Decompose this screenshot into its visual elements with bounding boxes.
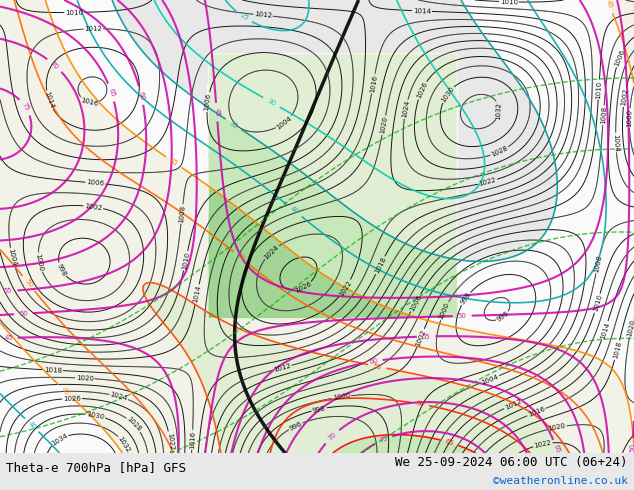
- Text: 1030: 1030: [86, 411, 105, 420]
- Text: 998: 998: [459, 292, 472, 306]
- Text: 998: 998: [312, 405, 327, 414]
- Text: 1008: 1008: [178, 204, 186, 223]
- Text: 1018: 1018: [612, 341, 622, 360]
- Text: 1006: 1006: [614, 48, 626, 67]
- Text: 1002: 1002: [620, 88, 629, 106]
- Text: 75: 75: [378, 435, 389, 444]
- Text: 45: 45: [604, 0, 613, 10]
- Text: 1010: 1010: [592, 294, 603, 313]
- Text: 1014: 1014: [599, 321, 611, 340]
- Text: 50: 50: [23, 278, 34, 289]
- Text: 1006: 1006: [204, 93, 212, 111]
- Text: 60: 60: [138, 91, 145, 100]
- Text: 1006: 1006: [86, 179, 105, 187]
- Text: 1016: 1016: [527, 406, 546, 418]
- Text: 1012: 1012: [504, 398, 522, 411]
- Text: 1024: 1024: [263, 244, 280, 260]
- Text: 1008: 1008: [593, 254, 603, 273]
- Text: 45: 45: [169, 157, 179, 167]
- Text: 50: 50: [235, 252, 246, 263]
- Text: 1000: 1000: [438, 301, 451, 320]
- Text: 1002: 1002: [84, 202, 103, 211]
- Text: 996: 996: [496, 311, 510, 323]
- Text: 1010: 1010: [500, 0, 518, 5]
- Text: 25: 25: [238, 12, 249, 22]
- Text: 65: 65: [107, 87, 115, 98]
- Text: 55: 55: [4, 288, 13, 294]
- Text: 1014: 1014: [193, 285, 202, 303]
- Text: 40: 40: [289, 206, 300, 216]
- Text: 1024: 1024: [110, 392, 128, 402]
- Text: 1028: 1028: [490, 145, 509, 158]
- Text: 1004: 1004: [275, 115, 293, 130]
- Text: 45: 45: [4, 335, 13, 342]
- Text: 1022: 1022: [166, 432, 174, 450]
- Text: 1016: 1016: [189, 431, 196, 449]
- Text: 1012: 1012: [254, 11, 272, 19]
- Text: 1020: 1020: [548, 423, 566, 432]
- Text: 1012: 1012: [84, 25, 102, 32]
- Text: 30: 30: [266, 98, 277, 107]
- Text: 1022: 1022: [478, 177, 497, 187]
- Text: 1020: 1020: [626, 318, 634, 337]
- Text: 1024: 1024: [401, 100, 410, 119]
- Text: 1032: 1032: [117, 435, 131, 453]
- Text: We 25-09-2024 06:00 UTC (06+24): We 25-09-2024 06:00 UTC (06+24): [395, 456, 628, 469]
- Text: 1020: 1020: [75, 375, 94, 382]
- Text: 1004: 1004: [8, 248, 18, 267]
- Text: Theta-e 700hPa [hPa] GFS: Theta-e 700hPa [hPa] GFS: [6, 462, 186, 474]
- Text: 996: 996: [288, 420, 303, 432]
- Text: 35: 35: [228, 120, 239, 129]
- Text: 65: 65: [444, 439, 455, 447]
- Text: 1004: 1004: [481, 373, 499, 386]
- Text: 1022: 1022: [338, 279, 353, 297]
- Text: 1008: 1008: [600, 106, 607, 124]
- Text: 1016: 1016: [80, 97, 98, 107]
- Text: 55: 55: [422, 333, 430, 340]
- Text: 1026: 1026: [63, 395, 81, 402]
- Text: 1010: 1010: [181, 251, 190, 270]
- Text: 50: 50: [19, 311, 28, 317]
- Text: 1002: 1002: [415, 329, 427, 347]
- Text: 60: 60: [415, 400, 425, 408]
- Text: 50: 50: [458, 313, 467, 319]
- Text: 1016: 1016: [369, 74, 378, 93]
- Text: 1014: 1014: [413, 8, 431, 14]
- Text: 50: 50: [630, 442, 634, 452]
- Text: 1012: 1012: [273, 363, 292, 373]
- Text: 65: 65: [552, 443, 560, 454]
- Text: 1034: 1034: [50, 432, 68, 447]
- Text: 1020: 1020: [379, 116, 389, 135]
- Text: 1010: 1010: [595, 80, 602, 98]
- Text: 1018: 1018: [373, 256, 387, 275]
- Text: 1000: 1000: [332, 392, 351, 401]
- Text: 55: 55: [373, 363, 382, 370]
- Text: 1026: 1026: [294, 281, 313, 294]
- Text: 1022: 1022: [534, 440, 552, 449]
- Text: 1000: 1000: [626, 109, 633, 127]
- Text: 1028: 1028: [126, 416, 142, 433]
- Text: 1014: 1014: [43, 91, 55, 109]
- Text: 60: 60: [368, 358, 378, 365]
- Text: 45: 45: [214, 108, 220, 117]
- Text: 1026: 1026: [415, 81, 429, 99]
- Text: 75: 75: [20, 102, 30, 112]
- Text: 1030: 1030: [440, 85, 455, 103]
- Text: 70: 70: [49, 60, 60, 71]
- Text: 1032: 1032: [496, 101, 502, 120]
- Text: 1006: 1006: [408, 294, 423, 312]
- Text: 1000: 1000: [35, 253, 44, 271]
- Text: ©weatheronline.co.uk: ©weatheronline.co.uk: [493, 476, 628, 486]
- Text: 45: 45: [60, 386, 70, 396]
- Text: 998: 998: [56, 262, 67, 277]
- Text: 1004: 1004: [612, 133, 619, 151]
- Text: 70: 70: [327, 431, 337, 442]
- Text: 1010: 1010: [65, 9, 83, 16]
- Text: 1018: 1018: [44, 367, 62, 373]
- Text: 40: 40: [27, 420, 37, 430]
